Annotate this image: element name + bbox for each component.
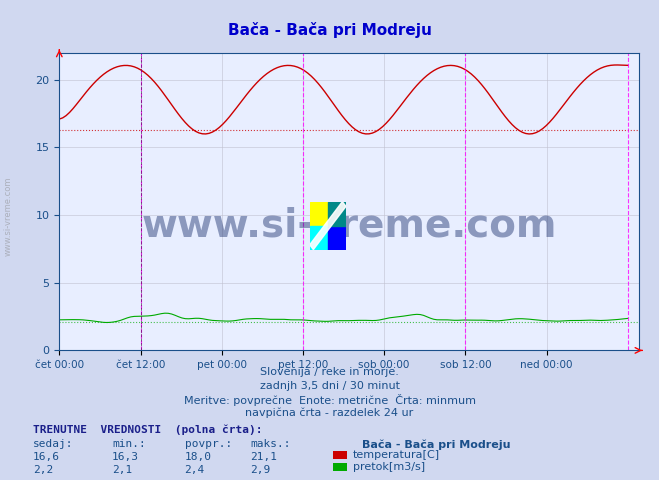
Text: Slovenija / reke in morje.: Slovenija / reke in morje. [260, 367, 399, 377]
Text: zadnjh 3,5 dni / 30 minut: zadnjh 3,5 dni / 30 minut [260, 381, 399, 391]
Text: TRENUTNE  VREDNOSTI  (polna črta):: TRENUTNE VREDNOSTI (polna črta): [33, 425, 262, 435]
Polygon shape [310, 226, 328, 250]
Text: 16,3: 16,3 [112, 452, 139, 462]
Text: navpična črta - razdelek 24 ur: navpična črta - razdelek 24 ur [245, 408, 414, 418]
Text: 2,2: 2,2 [33, 465, 53, 475]
Text: Bača - Bača pri Modreju: Bača - Bača pri Modreju [362, 439, 511, 450]
Text: pretok[m3/s]: pretok[m3/s] [353, 462, 424, 472]
Text: maks.:: maks.: [250, 439, 291, 449]
Polygon shape [328, 202, 346, 226]
Text: 2,1: 2,1 [112, 465, 132, 475]
Polygon shape [310, 202, 328, 226]
Text: temperatura[C]: temperatura[C] [353, 450, 440, 460]
Text: 21,1: 21,1 [250, 452, 277, 462]
Text: Bača - Bača pri Modreju: Bača - Bača pri Modreju [227, 23, 432, 38]
Text: min.:: min.: [112, 439, 146, 449]
Polygon shape [310, 202, 346, 250]
Text: 16,6: 16,6 [33, 452, 60, 462]
Text: Meritve: povprečne  Enote: metrične  Črta: minmum: Meritve: povprečne Enote: metrične Črta:… [183, 394, 476, 406]
Text: www.si-vreme.com: www.si-vreme.com [3, 176, 13, 256]
Text: www.si-vreme.com: www.si-vreme.com [142, 206, 557, 244]
Text: sedaj:: sedaj: [33, 439, 73, 449]
Text: 2,9: 2,9 [250, 465, 271, 475]
Text: 18,0: 18,0 [185, 452, 212, 462]
Text: povpr.:: povpr.: [185, 439, 232, 449]
Text: 2,4: 2,4 [185, 465, 205, 475]
Polygon shape [328, 226, 346, 250]
